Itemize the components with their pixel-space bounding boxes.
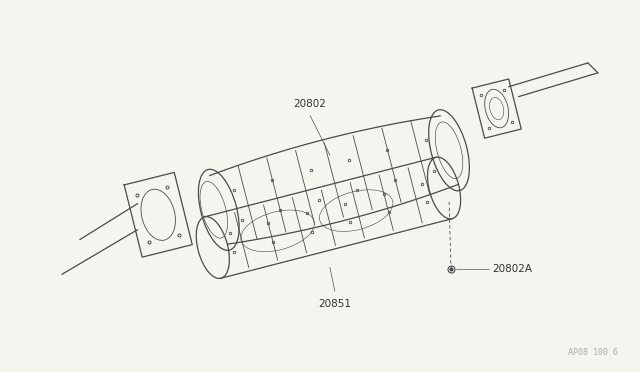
Text: 20802: 20802: [294, 99, 326, 109]
Text: AP08 100 6: AP08 100 6: [568, 348, 618, 357]
Text: 20802A: 20802A: [493, 264, 532, 275]
Text: 20851: 20851: [318, 299, 351, 309]
